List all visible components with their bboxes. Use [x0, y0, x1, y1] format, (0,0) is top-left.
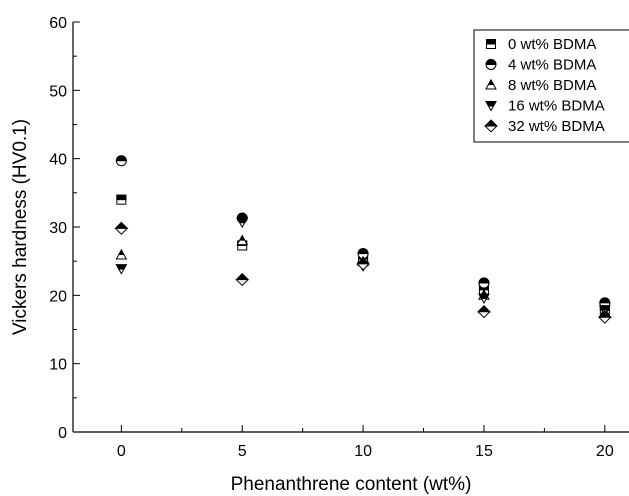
y-tick-label: 60 — [49, 15, 67, 32]
y-tick-label: 30 — [49, 220, 67, 237]
x-tick-label: 15 — [475, 443, 493, 460]
data-point-0-wt-bdma — [116, 194, 127, 205]
legend-marker — [485, 101, 497, 112]
legend-label: 4 wt% BDMA — [508, 57, 596, 74]
data-point-8-wt-bdma — [115, 249, 128, 260]
data-point-16-wt-bdma — [478, 293, 490, 305]
data-point-8-wt-bdma — [236, 234, 249, 246]
data-point-4-wt-bdma — [357, 248, 369, 260]
axes: 0 10 20 30 40 50 60 0 5 10 15 20 — [49, 15, 629, 460]
data-point-32-wt-bdma — [235, 273, 250, 287]
legend-label: 8 wt% BDMA — [508, 77, 596, 94]
data-point-16-wt-bdma — [236, 217, 249, 229]
data-point-4-wt-bdma — [115, 155, 127, 167]
y-axis-label: Vickers hardness (HV0.1) — [10, 119, 31, 335]
data-point-32-wt-bdma — [597, 310, 612, 324]
legend-label: 32 wt% BDMA — [508, 118, 605, 135]
data-point-32-wt-bdma — [476, 305, 492, 319]
x-axis-label: Phenanthrene content (wt%) — [231, 474, 472, 495]
legend: 0 wt% BDMA 4 wt% BDMA 8 wt% BDMA 16 wt% BDM… — [473, 29, 629, 143]
y-tick-label: 40 — [49, 152, 67, 169]
data-point-4-wt-bdma — [478, 277, 490, 289]
x-tick-label: 0 — [117, 443, 126, 460]
y-tick-label: 50 — [49, 83, 67, 100]
data-point-16-wt-bdma — [599, 305, 611, 316]
legend-marker — [486, 39, 496, 49]
x-tick-label: 10 — [354, 443, 372, 460]
legend-marker — [485, 59, 497, 70]
y-tick-label: 10 — [49, 357, 67, 374]
y-tick-label: 0 — [58, 425, 67, 442]
data-point-32-wt-bdma — [356, 257, 371, 271]
data-point-16-wt-bdma — [115, 264, 128, 275]
y-tick-label: 20 — [49, 288, 67, 305]
legend-label: 0 wt% BDMA — [508, 36, 596, 53]
x-tick-label: 20 — [596, 443, 614, 460]
legend-box — [473, 29, 629, 143]
legend-label: 16 wt% BDMA — [508, 98, 605, 115]
legend-marker — [485, 79, 497, 90]
legend-marker — [483, 119, 499, 133]
data-point-32-wt-bdma — [114, 221, 129, 235]
data-points — [114, 155, 612, 324]
x-tick-label: 5 — [238, 443, 247, 460]
